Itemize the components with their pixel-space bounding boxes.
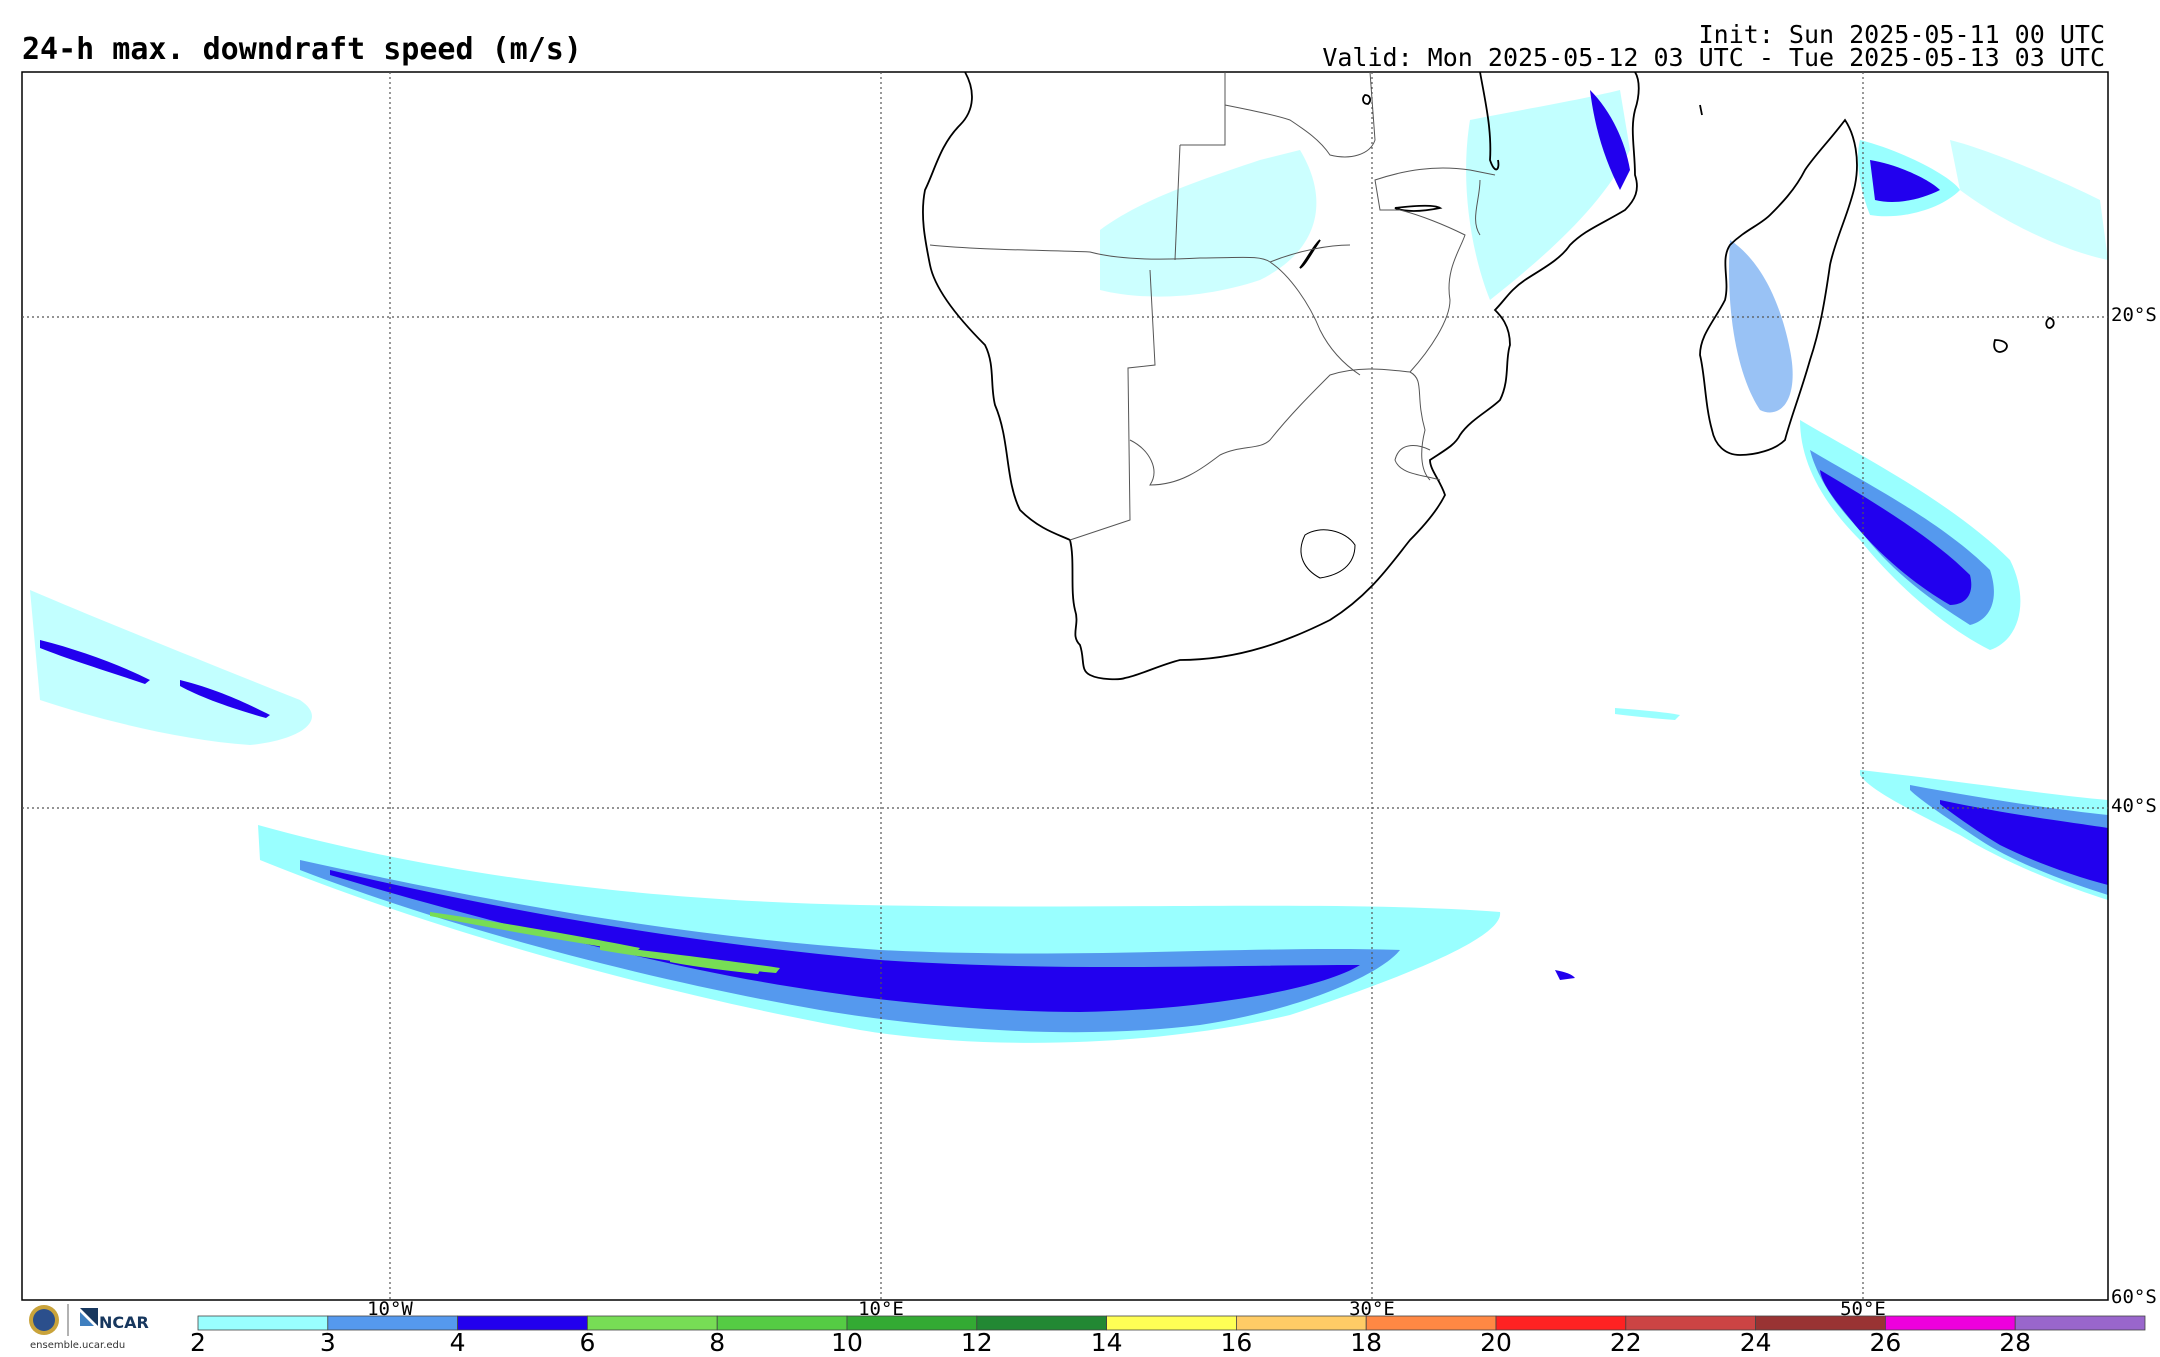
- colorbar-tick-label: 26: [1869, 1328, 1902, 1357]
- colorbar-tick-label: 14: [1090, 1328, 1123, 1357]
- colorbar-tick-label: 8: [709, 1328, 726, 1357]
- colorbar-tick-label: 24: [1739, 1328, 1772, 1357]
- lon-label-10w: 10°W: [367, 1298, 413, 1320]
- colorbar-tick-label: 3: [319, 1328, 336, 1357]
- colorbar-tick-label: 20: [1480, 1328, 1512, 1357]
- colorbar-tick-label: 10: [831, 1328, 863, 1357]
- map-frame: [21, 71, 2109, 1301]
- colorbar-tick-label: 18: [1350, 1328, 1383, 1357]
- ncar-logo-text: NCAR: [99, 1313, 149, 1332]
- colorbar-tick-label: 12: [960, 1328, 993, 1357]
- logos: [29, 1304, 98, 1336]
- lon-label-10e: 10°E: [858, 1298, 904, 1320]
- colorbar-tick-label: 2: [190, 1328, 206, 1357]
- graticule: [22, 72, 2108, 1300]
- map-title: 24-h max. downdraft speed (m/s): [22, 32, 582, 67]
- colorbar-tick-label: 4: [449, 1328, 466, 1357]
- site-url: ensemble.ucar.edu: [30, 1340, 126, 1351]
- ncar-logo-icon: [80, 1308, 98, 1326]
- colorbar-tick-label: 6: [579, 1328, 596, 1357]
- init-time: Init: Sun 2025-05-11 00 UTC: [1698, 20, 2105, 49]
- lat-label-40s: 40°S: [2111, 795, 2157, 817]
- valid-time: Valid: Mon 2025-05-12 03 UTC - Tue 2025-…: [1322, 43, 2105, 72]
- downdraft-field: [30, 90, 2108, 1043]
- colorbar-tick-label: 16: [1220, 1328, 1253, 1357]
- country-borders: [929, 71, 1496, 541]
- colorbar-tick-label: 22: [1609, 1328, 1642, 1357]
- coastlines: [922, 71, 2055, 681]
- lat-label-60s: 60°S: [2111, 1286, 2157, 1308]
- lon-label-50e: 50°E: [1840, 1298, 1886, 1320]
- lon-label-30e: 30°E: [1349, 1298, 1395, 1320]
- lat-label-20s: 20°S: [2111, 304, 2157, 326]
- colorbar-tick-label: 28: [1999, 1328, 2032, 1357]
